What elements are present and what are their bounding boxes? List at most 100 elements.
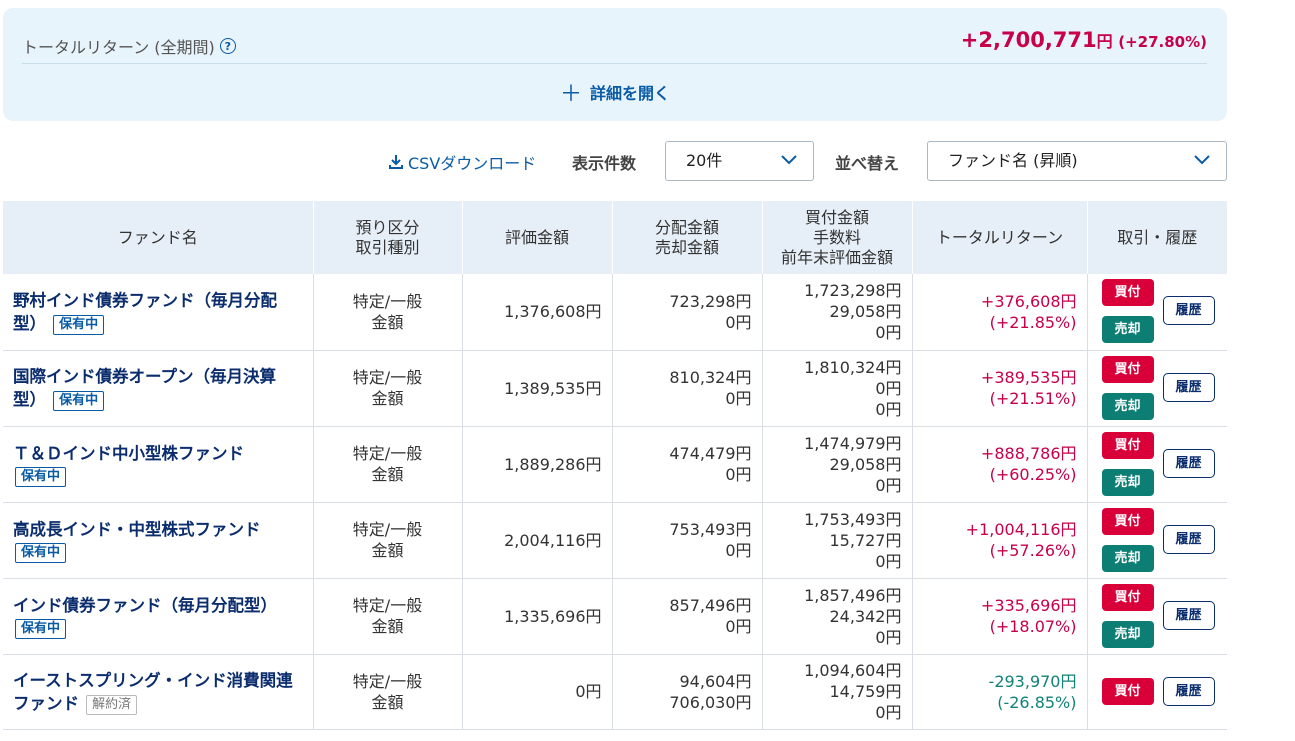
- header-buy-line3: 前年末評価金額: [780, 247, 893, 267]
- buy-button[interactable]: 買付: [1101, 507, 1154, 535]
- history-button[interactable]: 履歴: [1162, 372, 1215, 402]
- header-fund-label: ファンド名: [117, 227, 198, 247]
- fund-name-link[interactable]: Ｔ＆Ｄインド中小型株ファンド: [13, 443, 244, 463]
- history-button[interactable]: 履歴: [1162, 600, 1215, 630]
- return-value: +389,535円: [980, 368, 1077, 387]
- account-type-cell: 特定/一般 金額: [313, 426, 463, 503]
- plus-icon: ＋: [559, 82, 582, 107]
- account-type: 特定/一般: [352, 368, 423, 387]
- trade-type: 金額: [371, 617, 404, 636]
- history-button[interactable]: 履歴: [1162, 296, 1215, 325]
- purchase-value: 1,753,493円: [804, 509, 902, 529]
- history-button[interactable]: 履歴: [1162, 448, 1215, 478]
- valuation-cell: 1,389,535円: [462, 350, 613, 427]
- header-acct-line2: 取引種別: [355, 237, 420, 257]
- header-actions: 取引・履歴: [1087, 201, 1227, 274]
- status-badge: 保有中: [15, 466, 67, 487]
- buy-button[interactable]: 買付: [1101, 583, 1154, 611]
- fund-name-cell: 高成長インド・中型株式ファンド 保有中: [3, 502, 314, 579]
- valuation-cell: 0円: [462, 654, 613, 730]
- distribution-value: 753,493円: [669, 520, 752, 539]
- header-fund-name[interactable]: ファンド名: [3, 201, 314, 274]
- header-buy-line1: 買付金額: [804, 207, 869, 227]
- purchase-value: 1,094,604円: [804, 661, 902, 680]
- account-type: 特定/一般: [352, 520, 423, 539]
- header-valuation: 評価金額: [462, 201, 613, 274]
- header-account-type: 預り区分 取引種別: [313, 201, 463, 274]
- sell-button[interactable]: 売却: [1101, 620, 1154, 648]
- fund-name-link[interactable]: 高成長インド・中型株式ファンド: [13, 519, 261, 539]
- account-type-cell: 特定/一般 金額: [313, 274, 463, 351]
- sold-value: 0円: [725, 465, 752, 484]
- status-badge: 解約済: [86, 694, 138, 715]
- sort-select[interactable]: ファンド名 (昇順): [927, 141, 1227, 181]
- valuation-cell: 1,335,696円: [462, 578, 613, 655]
- toolbar: CSVダウンロード 表示件数 20件 並べ替え ファンド名 (昇順): [0, 141, 1228, 181]
- buy-button[interactable]: 買付: [1101, 279, 1154, 306]
- table-row: イーストスプリング・インド消費関連ファンド 解約済 特定/一般 金額 0円 94,…: [3, 654, 1227, 730]
- buy-button[interactable]: 買付: [1101, 677, 1154, 705]
- chevron-down-icon: [1194, 155, 1210, 165]
- sold-value: 0円: [725, 617, 752, 636]
- help-icon[interactable]: ?: [219, 38, 236, 54]
- prev-year-value: 0円: [875, 323, 902, 343]
- status-badge: 保有中: [15, 618, 67, 639]
- status-badge: 保有中: [53, 391, 105, 411]
- fund-name-link[interactable]: インド債券ファンド（毎月分配型）: [13, 595, 277, 615]
- history-button[interactable]: 履歴: [1162, 676, 1215, 706]
- return-value: +376,608円: [980, 291, 1077, 311]
- purchase-value: 1,810,324円: [804, 357, 902, 377]
- distribution-value: 723,298円: [669, 291, 752, 311]
- actions-cell: 買付 売却 履歴: [1087, 350, 1227, 427]
- fund-name-link[interactable]: 国際インド債券オープン（毎月決算型）: [13, 367, 277, 409]
- table-row: 野村インド債券ファンド（毎月分配型） 保有中 特定/一般 金額 1,376,608…: [3, 274, 1227, 351]
- total-return-row: トータルリターン (全期間) ? +2,700,771円 (+27.80%): [22, 28, 1207, 64]
- purchase-cell: 1,753,493円 15,727円 0円: [762, 502, 913, 579]
- actions-cell: 買付 売却 履歴: [1087, 426, 1227, 503]
- fund-name-link[interactable]: 野村インド債券ファンド（毎月分配型）: [13, 290, 277, 333]
- return-percent: (-26.85%): [997, 692, 1077, 712]
- expand-details-label: 詳細を開く: [590, 84, 671, 103]
- display-count-select[interactable]: 20件: [665, 141, 814, 181]
- trade-type: 金額: [371, 541, 404, 560]
- status-badge: 保有中: [15, 542, 67, 563]
- account-type: 特定/一般: [352, 444, 423, 463]
- sold-value: 0円: [725, 389, 752, 408]
- trade-type: 金額: [371, 389, 404, 408]
- csv-download-link[interactable]: CSVダウンロード: [388, 150, 536, 174]
- return-value: +335,696円: [980, 596, 1077, 615]
- status-badge: 保有中: [53, 314, 105, 335]
- download-icon: [389, 155, 403, 169]
- chevron-down-icon: [781, 155, 797, 165]
- total-return-panel: トータルリターン (全期間) ? +2,700,771円 (+27.80%) ＋…: [3, 8, 1227, 121]
- purchase-cell: 1,857,496円 24,342円 0円: [762, 578, 913, 655]
- buy-button[interactable]: 買付: [1101, 431, 1154, 459]
- header-value-label: 評価金額: [504, 227, 569, 247]
- sold-value: 706,030円: [669, 692, 752, 712]
- account-type: 特定/一般: [352, 671, 423, 691]
- header-dist-line1: 分配金額: [654, 217, 719, 237]
- prev-year-value: 0円: [875, 627, 902, 647]
- total-return-amount: +2,700,771: [960, 28, 1097, 52]
- sell-button[interactable]: 売却: [1101, 468, 1154, 496]
- fee-value: 15,727円: [829, 530, 902, 550]
- buy-button[interactable]: 買付: [1101, 355, 1154, 383]
- expand-details-button[interactable]: ＋ 詳細を開く: [3, 76, 1227, 108]
- fee-value: 0円: [875, 378, 902, 398]
- sell-button[interactable]: 売却: [1101, 392, 1154, 420]
- distribution-cell: 474,479円 0円: [612, 426, 763, 503]
- fee-value: 14,759円: [829, 682, 902, 701]
- purchase-cell: 1,474,979円 29,058円 0円: [762, 426, 913, 503]
- return-value: -293,970円: [988, 671, 1077, 691]
- account-type-cell: 特定/一般金額: [313, 350, 463, 427]
- fund-name-cell: 国際インド債券オープン（毎月決算型） 保有中: [3, 350, 314, 427]
- header-dist-line2: 売却金額: [654, 237, 719, 257]
- distribution-cell: 94,604円 706,030円: [612, 654, 763, 730]
- fund-name-link[interactable]: イーストスプリング・インド消費関連ファンド: [13, 670, 293, 713]
- sold-value: 0円: [725, 312, 752, 332]
- purchase-value: 1,857,496円: [804, 585, 902, 605]
- sell-button[interactable]: 売却: [1101, 544, 1154, 572]
- history-button[interactable]: 履歴: [1162, 524, 1215, 554]
- return-percent: (+60.25%): [989, 465, 1077, 484]
- sell-button[interactable]: 売却: [1101, 316, 1154, 343]
